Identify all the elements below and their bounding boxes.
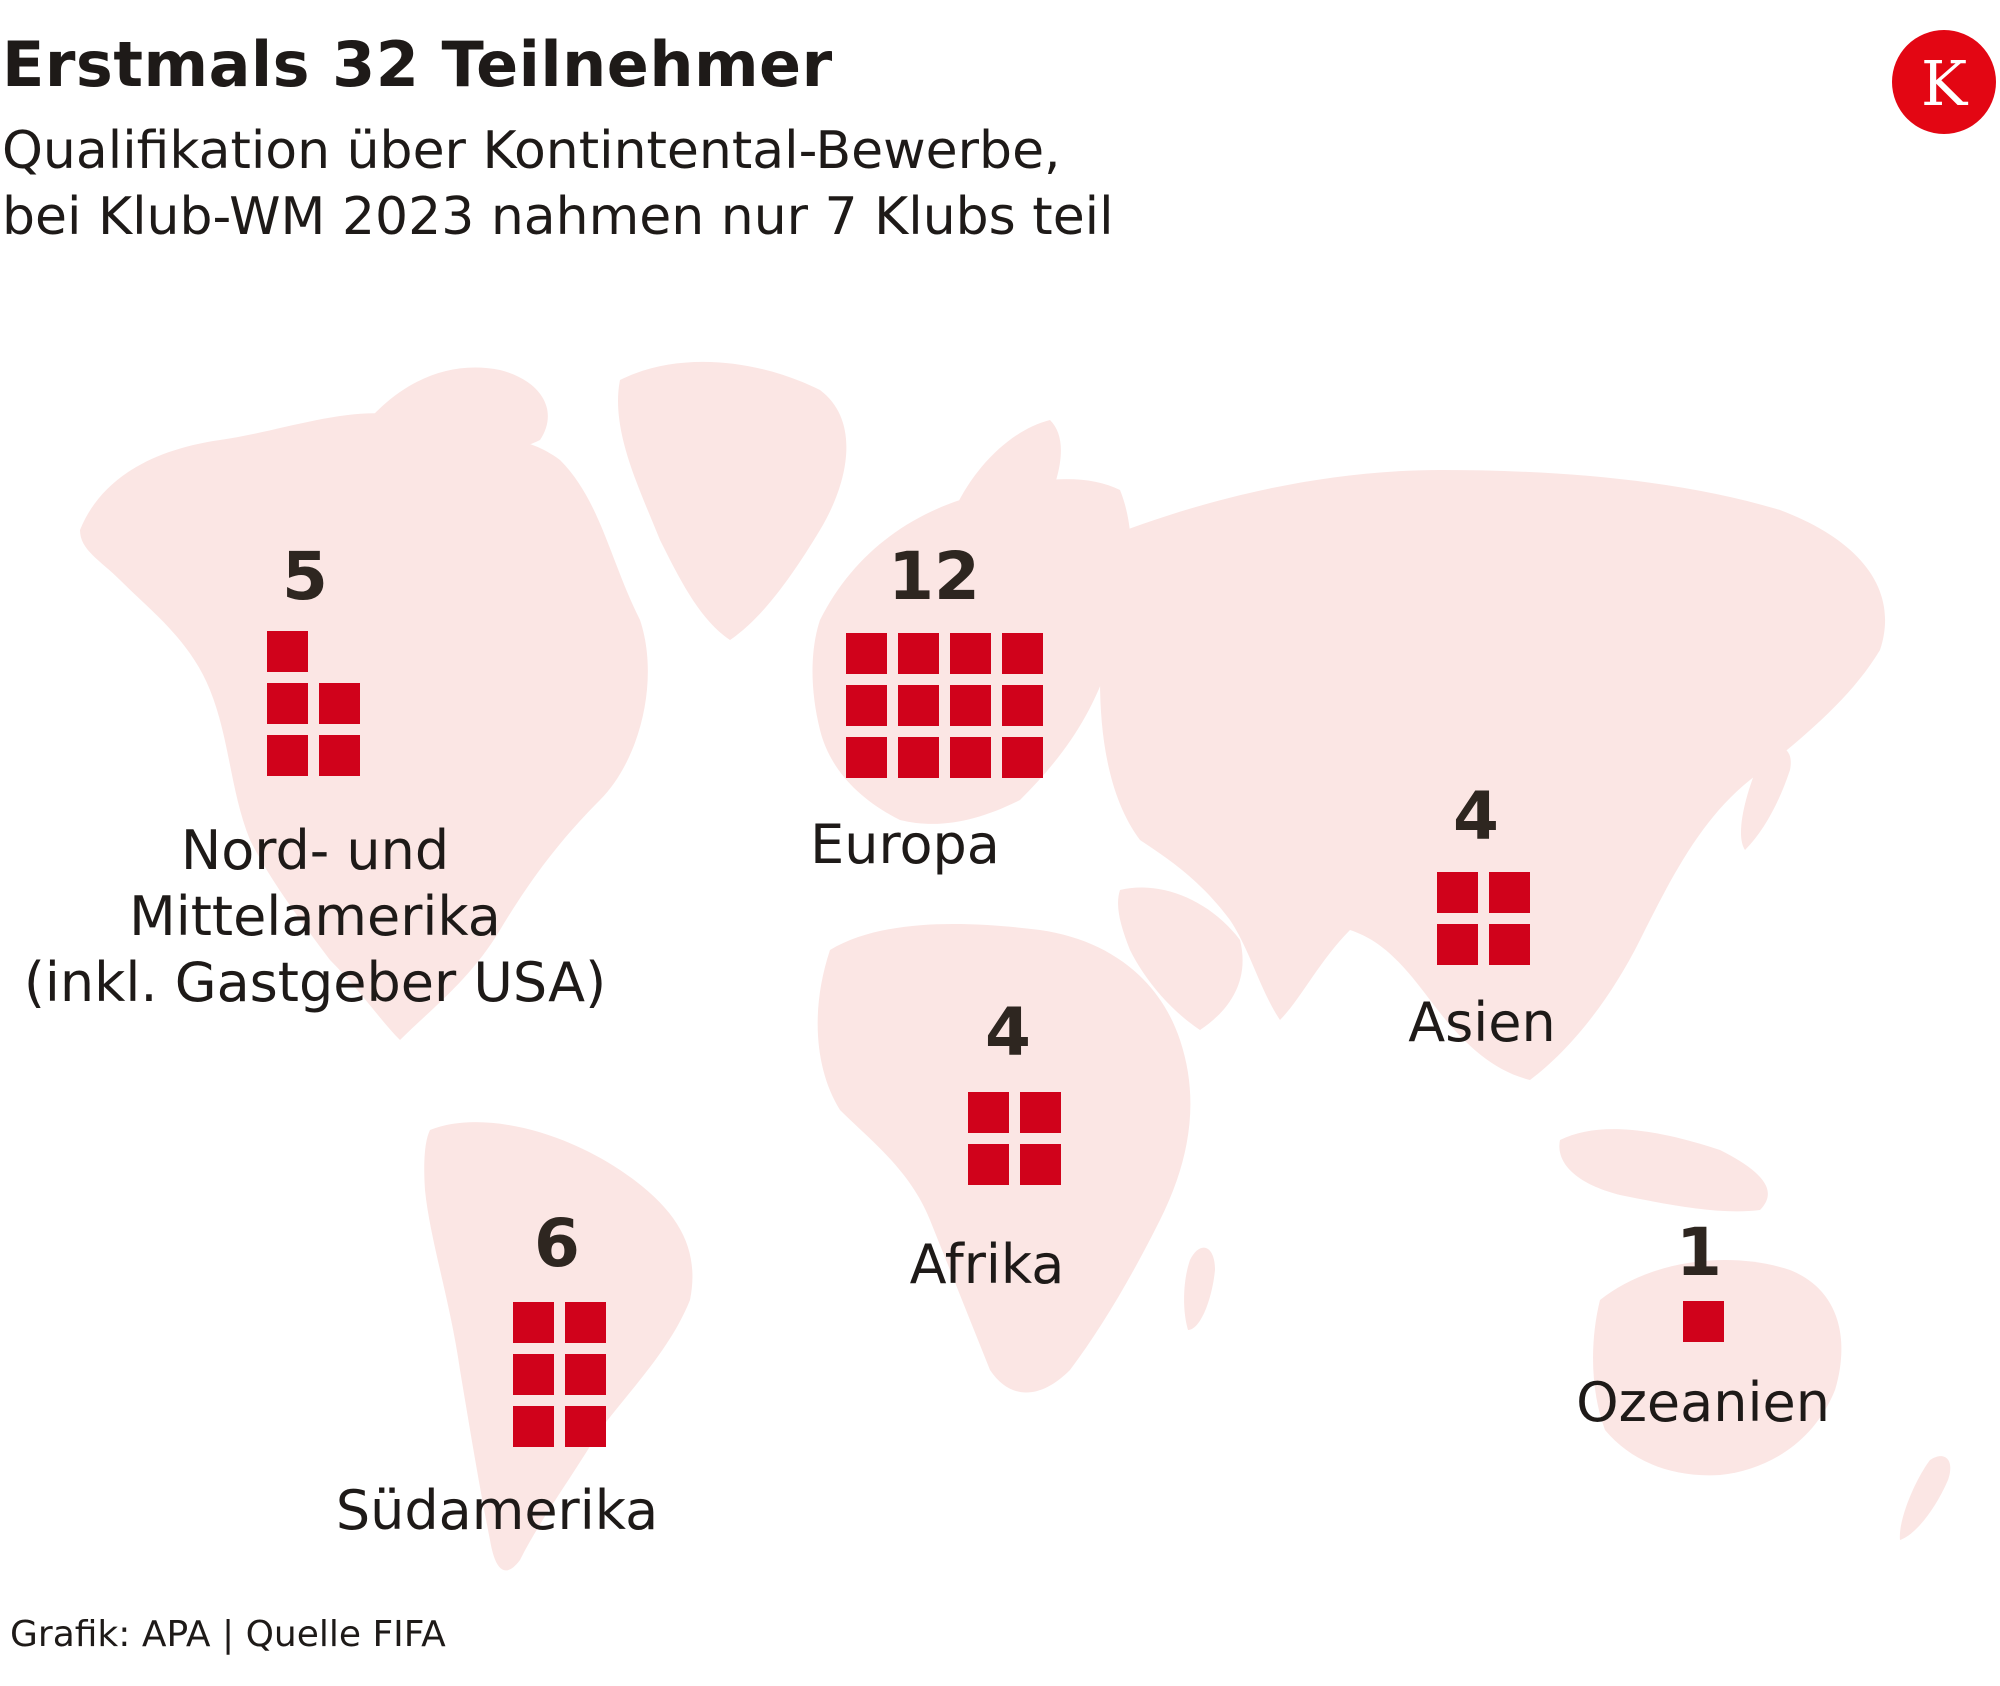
logo-letter: K [1920,47,1968,120]
participant-square [968,1144,1009,1185]
count-nord-mittelamerika: 5 [282,538,328,615]
participant-square [319,683,360,724]
participant-square [1002,633,1043,674]
participant-square [1489,872,1530,913]
label-asien: Asien [1408,990,1556,1056]
participant-square [267,683,308,724]
label-ozeanien: Ozeanien [1576,1370,1830,1436]
squares-ozeanien [1683,1301,1724,1342]
participant-square [1002,737,1043,778]
label-nord-mittelamerika: Nord- und Mittelamerika (inkl. Gastgeber… [24,818,606,1016]
label-afrika: Afrika [910,1232,1065,1298]
land-scandinavia [948,420,1061,600]
participant-square [1489,924,1530,965]
participant-square [950,685,991,726]
count-ozeanien: 1 [1676,1214,1722,1291]
participant-square [513,1406,554,1447]
label-afrika-line-1: Afrika [909,1233,1065,1296]
squares-europa [846,633,1043,778]
participant-square [319,735,360,776]
subtitle-line-2: bei Klub-WM 2023 nahmen nur 7 Klubs teil [2,187,1114,247]
squares-asien [1437,872,1530,965]
source-credit: Grafik: APA | Quelle FIFA [10,1614,446,1655]
label-ozeanien-line-1: Ozeanien [1576,1371,1830,1434]
participant-square [950,737,991,778]
kurier-logo: K [1892,30,1996,134]
squares-nord-mittelamerika [267,631,360,776]
land-se-asia-islands [1559,1129,1768,1212]
land-arctic-islands [359,367,548,458]
participant-square [1020,1092,1061,1133]
land-north-america [80,413,648,1040]
subtitle-line-1: Qualifikation über Kontintental-Bewerbe, [2,121,1061,181]
participant-square [1437,924,1478,965]
participant-square [1437,872,1478,913]
label-europa-line-1: Europa [810,813,1000,876]
participant-square [898,633,939,674]
label-nord-mittelamerika-line-3: (inkl. Gastgeber USA) [23,951,607,1014]
land-australia [1593,1260,1842,1476]
chart-title: Erstmals 32 Teilnehmer [2,28,833,101]
squares-afrika [968,1092,1061,1185]
label-asien-line-1: Asien [1408,991,1556,1054]
participant-square [1683,1301,1724,1342]
participant-square [1020,1144,1061,1185]
land-asia [1097,470,1886,1080]
source-quelle: Quelle FIFA [245,1614,446,1655]
participant-square [898,737,939,778]
source-separator: | [221,1614,235,1655]
label-suedamerika-line-1: Südamerika [335,1479,659,1542]
participant-square [267,631,308,672]
participant-square [513,1354,554,1395]
label-suedamerika: Südamerika [336,1478,658,1544]
participant-square [1002,685,1043,726]
participant-square [565,1406,606,1447]
land-south-america [424,1122,693,1571]
land-japan [1740,747,1791,850]
count-asien: 4 [1453,778,1499,855]
land-madagascar [1184,1247,1215,1330]
label-nord-mittelamerika-line-2: Mittelamerika [129,885,501,948]
squares-suedamerika [513,1302,606,1447]
participant-square [898,685,939,726]
participant-square [846,633,887,674]
label-nord-mittelamerika-line-1: Nord- und [180,819,450,882]
participant-square [968,1092,1009,1133]
land-new-zealand [1899,1456,1951,1540]
participant-square [565,1354,606,1395]
land-greenland [618,361,847,640]
participant-square [267,735,308,776]
label-europa: Europa [810,812,1000,878]
count-afrika: 4 [985,994,1031,1071]
participant-square [513,1302,554,1343]
square-empty [319,631,360,672]
chart-subtitle: Qualifikation über Kontintental-Bewerbe,… [2,118,1114,250]
source-grafik: Grafik: APA [10,1614,211,1655]
participant-square [950,633,991,674]
participant-square [565,1302,606,1343]
participant-square [846,737,887,778]
land-arabia [1118,887,1243,1030]
count-suedamerika: 6 [534,1205,580,1282]
count-europa: 12 [888,538,980,615]
participant-square [846,685,887,726]
